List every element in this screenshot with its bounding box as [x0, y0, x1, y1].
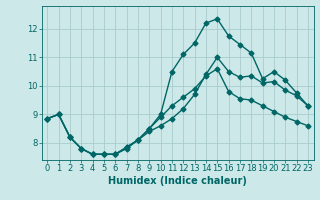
X-axis label: Humidex (Indice chaleur): Humidex (Indice chaleur) — [108, 176, 247, 186]
